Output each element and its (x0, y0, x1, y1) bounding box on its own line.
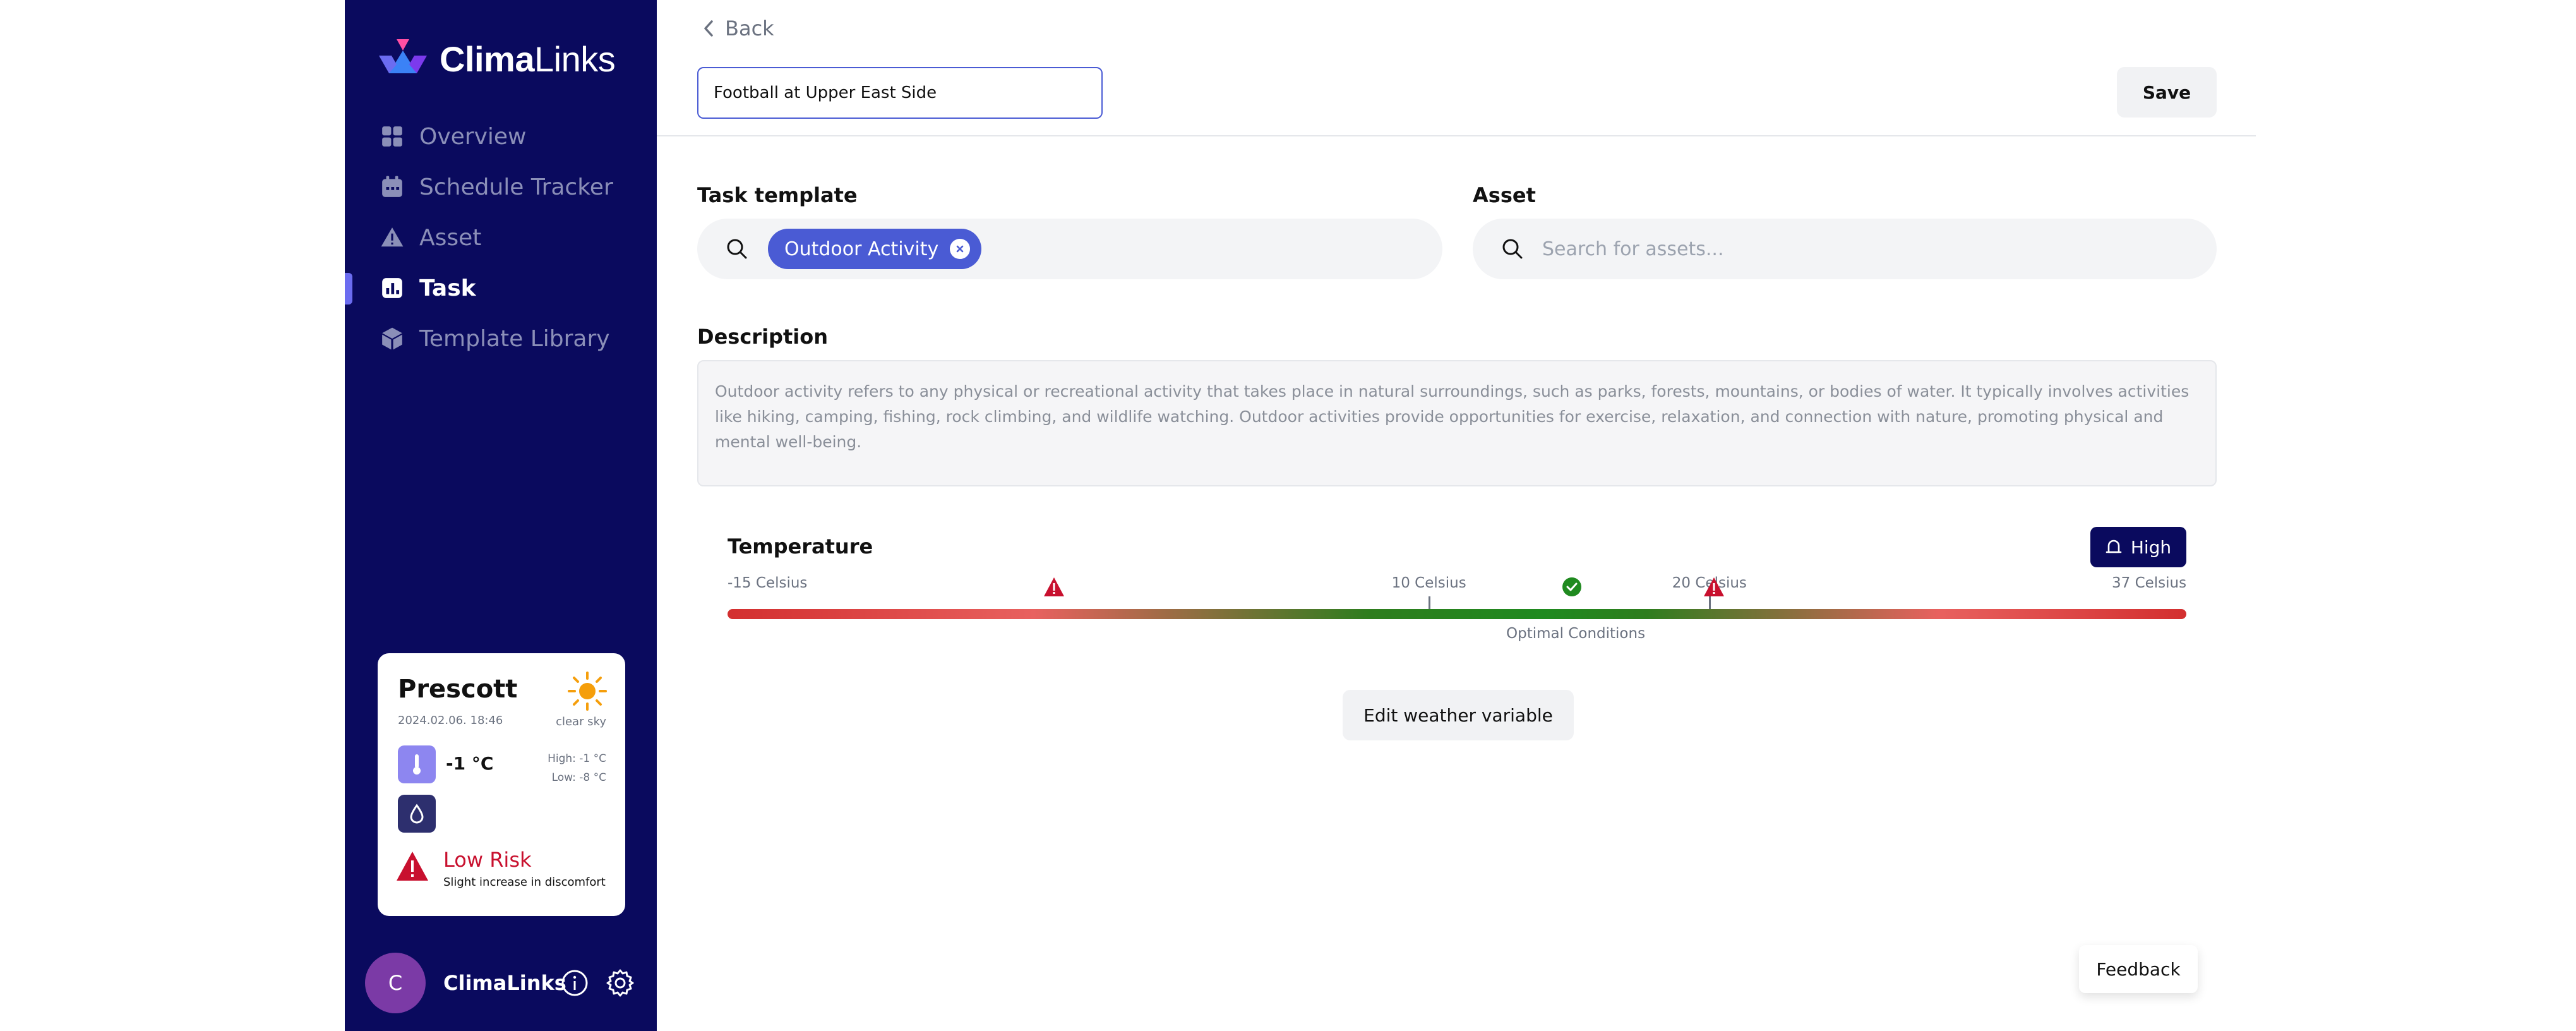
sidebar-nav: Overview Schedule Tracker Asset Task Tem… (345, 111, 657, 364)
weather-high-low: High: -1 °C Low: -8 °C (548, 749, 606, 787)
optimal-caption: Optimal Conditions (1506, 625, 1646, 642)
risk-detail: Slight increase in discomfort (443, 876, 606, 889)
temperature-title: Temperature (728, 534, 873, 558)
sidebar-item-label: Template Library (419, 325, 610, 352)
back-link[interactable]: Back (701, 16, 774, 40)
asset-search[interactable] (1473, 219, 2217, 279)
temperature-range-bar[interactable] (728, 609, 2186, 619)
header-divider (657, 135, 2256, 136)
risk-level: Low Risk (443, 848, 532, 872)
asset-search-input[interactable] (1542, 238, 1871, 260)
sidebar-item-template-library[interactable]: Template Library (345, 313, 657, 364)
sidebar: ClimaLinks Overview Schedule Tracker Ass… (345, 0, 657, 1031)
save-button[interactable]: Save (2117, 67, 2217, 118)
user-name: ClimaLinks (443, 971, 566, 995)
thermometer-icon (398, 745, 436, 783)
sidebar-item-schedule-tracker[interactable]: Schedule Tracker (345, 162, 657, 212)
weather-high: High: -1 °C (548, 752, 606, 765)
sidebar-item-asset[interactable]: Asset (345, 212, 657, 263)
user-row: C ClimaLinks (365, 953, 643, 1013)
danger-low-icon (1704, 577, 1724, 596)
cube-icon (380, 327, 404, 351)
logo-text: ClimaLinks (440, 39, 616, 79)
gear-icon[interactable] (605, 968, 635, 998)
scale-optimal-low-label: 10 Celsius (1391, 575, 1466, 591)
grid-icon (380, 124, 404, 148)
task-template-label: Task template (697, 183, 858, 207)
calendar-icon (380, 175, 404, 199)
asset-label: Asset (1473, 183, 1536, 207)
avatar[interactable]: C (365, 953, 426, 1013)
weather-date: 2024.02.06. 18:46 (398, 714, 503, 727)
sidebar-item-label: Schedule Tracker (419, 174, 613, 200)
description-field[interactable]: Outdoor activity refers to any physical … (697, 360, 2217, 486)
scale-min-label: -15 Celsius (728, 575, 808, 591)
sidebar-item-label: Asset (419, 224, 482, 251)
close-icon[interactable] (950, 239, 971, 259)
priority-badge[interactable]: High (2090, 527, 2186, 567)
back-label: Back (725, 16, 774, 40)
weather-temp: -1 °C (446, 753, 494, 774)
humidity-icon (398, 795, 436, 833)
task-title-input[interactable] (697, 67, 1103, 119)
feedback-button[interactable]: Feedback (2079, 945, 2198, 993)
weather-low: Low: -8 °C (551, 771, 606, 784)
sidebar-item-label: Task (419, 275, 476, 301)
optimal-high-tick (1708, 596, 1711, 610)
chevron-left-icon (704, 20, 713, 37)
weather-card: Prescott 2024.02.06. 18:46 clear sky -1 … (378, 653, 625, 916)
weather-city: Prescott (398, 675, 518, 704)
sidebar-item-label: Overview (419, 123, 527, 150)
scale-max-label: 37 Celsius (2112, 575, 2187, 591)
logo-icon (379, 39, 427, 73)
task-template-search[interactable]: Outdoor Activity (697, 219, 1442, 279)
check-circle-icon (1562, 577, 1581, 596)
chip-label: Outdoor Activity (784, 238, 939, 260)
priority-label: High (2130, 536, 2172, 558)
chart-icon (380, 276, 404, 300)
sidebar-item-task[interactable]: Task (345, 263, 657, 313)
sidebar-item-overview[interactable]: Overview (345, 111, 657, 162)
weather-condition: clear sky (556, 715, 606, 728)
risk-warning-icon (397, 852, 428, 881)
search-icon (725, 237, 749, 261)
danger-high-icon (1044, 577, 1064, 596)
main-content: Back Save Task template Outdoor Activity… (657, 0, 2256, 1031)
info-icon[interactable] (560, 968, 590, 998)
logo[interactable]: ClimaLinks (378, 38, 616, 80)
search-icon (1501, 237, 1525, 261)
sun-icon (568, 672, 607, 711)
edit-weather-variable-button[interactable]: Edit weather variable (1343, 690, 1574, 740)
optimal-low-tick (1428, 596, 1430, 610)
warning-icon (380, 226, 404, 250)
task-template-chip[interactable]: Outdoor Activity (768, 229, 982, 269)
bell-icon (2106, 540, 2122, 553)
description-label: Description (697, 325, 828, 349)
